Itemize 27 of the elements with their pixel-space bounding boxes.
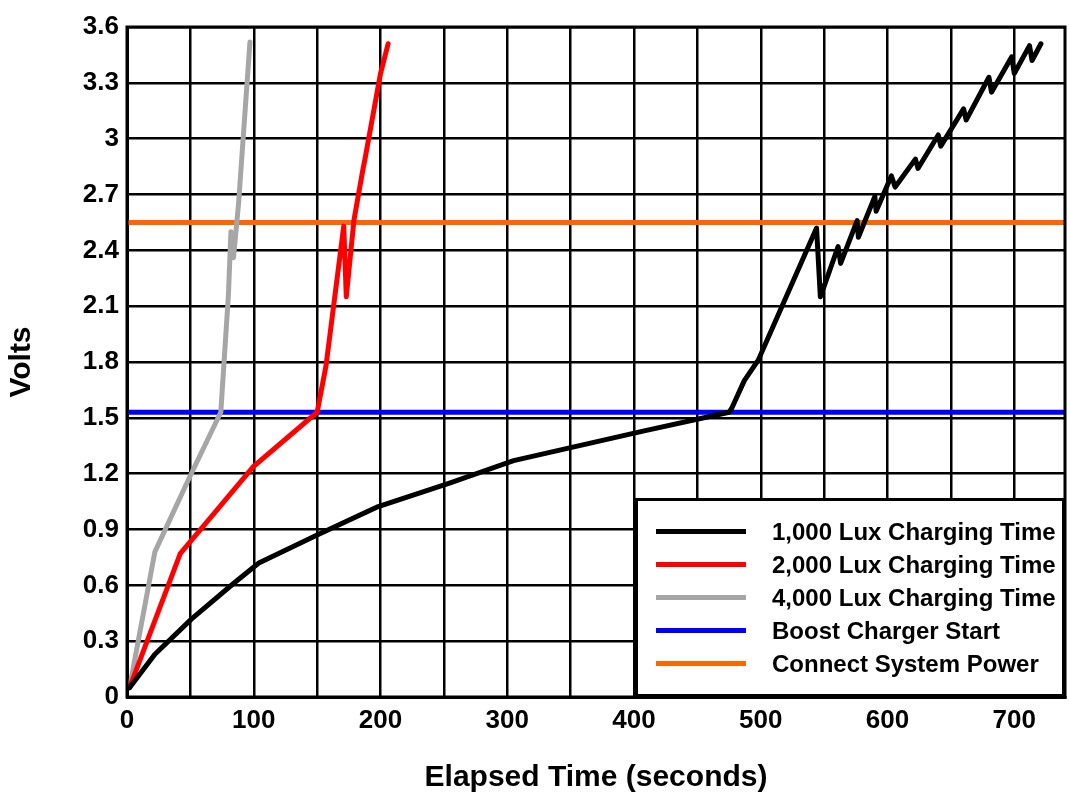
x-tick-label: 200 [358, 703, 403, 734]
x-tick-label: 700 [992, 703, 1036, 734]
legend-label: 4,000 Lux Charging Time [772, 583, 1056, 612]
x-tick-label: 500 [739, 703, 783, 734]
y-tick-label: 0.3 [82, 624, 119, 655]
y-tick-label: 3.3 [82, 66, 119, 97]
x-tick-label: 300 [485, 703, 529, 734]
y-tick-label: 3 [104, 121, 119, 152]
y-tick-label: 1.5 [82, 401, 119, 432]
legend-label: Connect System Power [772, 649, 1039, 678]
x-tick-label: 600 [865, 703, 910, 734]
x-axis-title: Elapsed Time (seconds) [424, 759, 768, 793]
y-axis-title: Volts [3, 326, 37, 398]
legend-label: 2,000 Lux Charging Time [772, 550, 1056, 579]
y-tick-label: 0.9 [82, 512, 119, 543]
legend-label: Boost Charger Start [772, 616, 1001, 645]
y-tick-label: 1.8 [82, 345, 119, 376]
y-tick-label: 2.1 [82, 289, 119, 320]
y-tick-label: 2.4 [82, 233, 120, 264]
x-tick-label: 400 [612, 703, 656, 734]
legend-label: 1,000 Lux Charging Time [772, 517, 1056, 546]
y-tick-label: 2.7 [82, 177, 119, 208]
y-tick-label: 1.2 [82, 456, 119, 487]
y-tick-label: 3.6 [82, 10, 119, 41]
y-tick-label: 0.6 [82, 568, 119, 599]
y-tick-label: 0 [104, 680, 119, 711]
x-tick-label: 100 [232, 703, 276, 734]
